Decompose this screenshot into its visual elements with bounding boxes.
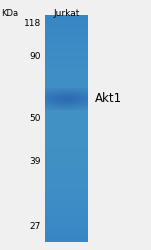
Text: 39: 39 — [29, 157, 41, 166]
Text: 118: 118 — [24, 19, 41, 28]
Text: Akt1: Akt1 — [95, 92, 122, 105]
Text: 90: 90 — [29, 52, 41, 61]
Text: KDa: KDa — [1, 9, 18, 18]
Text: Jurkat: Jurkat — [53, 9, 80, 18]
Text: 27: 27 — [29, 222, 41, 231]
Text: 50: 50 — [29, 114, 41, 123]
